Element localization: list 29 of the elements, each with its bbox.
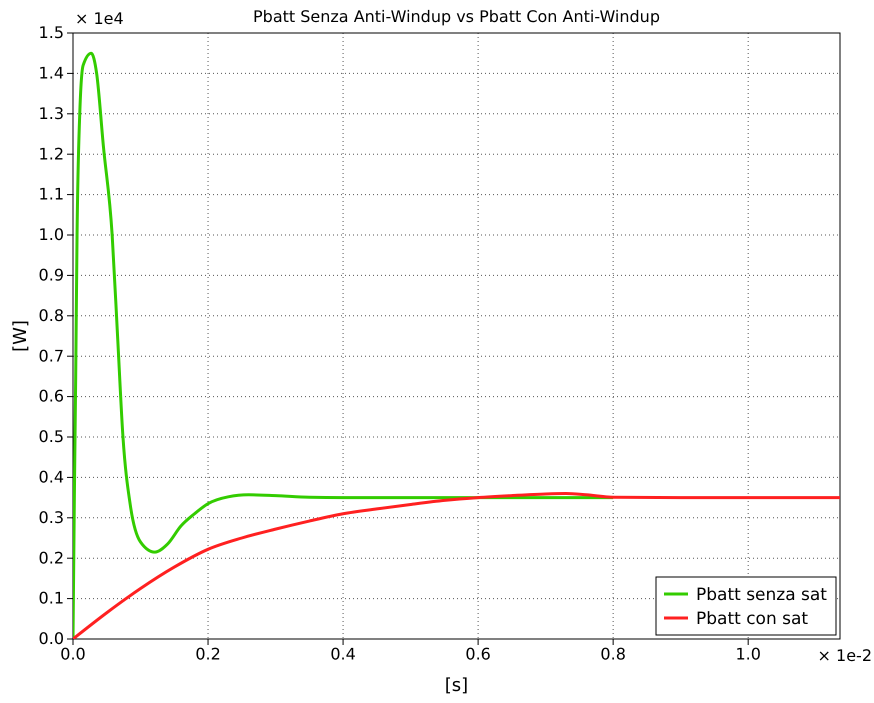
chart-title: Pbatt Senza Anti-Windup vs Pbatt Con Anti-Windup bbox=[253, 7, 660, 26]
y-tick-label: 1.1 bbox=[38, 184, 64, 204]
x-tick-label: 1.0 bbox=[735, 644, 761, 664]
y-tick-label: 0.9 bbox=[38, 266, 64, 285]
y-tick-label: 0.5 bbox=[38, 427, 64, 446]
text: × 1e4 bbox=[75, 9, 124, 28]
y-tick-label: 0.2 bbox=[38, 548, 64, 568]
legend-label: Pbatt senza sat bbox=[696, 585, 828, 605]
y-axis-title: [W] bbox=[10, 320, 31, 352]
y-tick-label: 0.4 bbox=[38, 468, 64, 487]
y-tick-label: 1.5 bbox=[38, 23, 64, 42]
y-tick-label: 0.1 bbox=[38, 588, 64, 608]
line-series bbox=[73, 52, 615, 639]
y-tick-label: 1.4 bbox=[38, 64, 64, 83]
line-series bbox=[73, 492, 840, 639]
x-tick-label: 0.6 bbox=[465, 644, 491, 664]
x-tick-label: 0.4 bbox=[330, 644, 356, 664]
y-tick-label: 0.3 bbox=[38, 508, 64, 527]
text: × 1e-2 bbox=[818, 646, 872, 665]
x-tick-label: 0.2 bbox=[195, 644, 221, 664]
y-tick-label: 0.7 bbox=[38, 346, 64, 366]
y-tick-label: 1.2 bbox=[38, 144, 64, 164]
x-tick-label: 0.8 bbox=[600, 644, 626, 664]
legend-label: Pbatt con sat bbox=[696, 609, 808, 629]
y-tick-label: 0.6 bbox=[38, 386, 64, 406]
y-tick-label: 0.8 bbox=[38, 306, 64, 325]
x-axis-title: [s] bbox=[444, 675, 468, 696]
y-tick-label: 1.3 bbox=[38, 104, 64, 123]
y-tick-label: 1.0 bbox=[38, 225, 64, 244]
